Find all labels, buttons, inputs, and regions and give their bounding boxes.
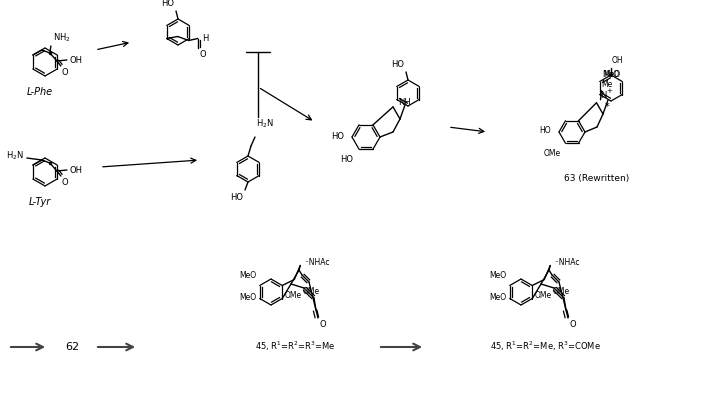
Text: MeO: MeO [602, 70, 619, 78]
Text: MeO: MeO [604, 70, 621, 78]
Text: MeO: MeO [239, 271, 257, 281]
Text: MeO: MeO [490, 271, 507, 281]
Text: OMe: OMe [285, 291, 302, 299]
Text: H$_2$N: H$_2$N [6, 150, 24, 162]
Text: MeO: MeO [490, 293, 507, 302]
Text: HO: HO [331, 131, 344, 141]
Text: OH: OH [70, 55, 83, 65]
Text: MeO: MeO [239, 293, 257, 302]
Text: OH: OH [612, 56, 624, 65]
Text: 62: 62 [65, 342, 79, 352]
Text: HO: HO [391, 60, 404, 69]
Text: 63 (Rewritten): 63 (Rewritten) [564, 174, 630, 183]
Text: O: O [62, 178, 69, 187]
Text: HO: HO [230, 193, 243, 202]
Text: H: H [201, 34, 208, 43]
Text: L-Phe: L-Phe [27, 87, 53, 97]
Text: OMe: OMe [303, 287, 320, 296]
Text: Me: Me [602, 80, 613, 89]
Text: N: N [601, 91, 607, 100]
Text: HO: HO [161, 0, 174, 8]
Text: *: * [605, 102, 609, 112]
Text: O: O [200, 50, 206, 58]
Text: NH$_2$: NH$_2$ [53, 32, 70, 44]
Text: ··NHAc: ··NHAc [304, 258, 330, 267]
Text: L-Tyr: L-Tyr [29, 197, 51, 207]
Text: OMe: OMe [543, 149, 561, 158]
Text: OMe: OMe [535, 291, 552, 299]
Text: 45, R$^1$=R$^2$=Me, R$^3$=COMe: 45, R$^1$=R$^2$=Me, R$^3$=COMe [490, 340, 600, 353]
Text: 45, R$^1$=R$^2$=R$^3$=Me: 45, R$^1$=R$^2$=R$^3$=Me [255, 340, 336, 353]
Text: O: O [319, 320, 326, 329]
Text: ··NHAc: ··NHAc [554, 258, 580, 267]
Text: +: + [607, 88, 612, 94]
Text: HO: HO [539, 126, 551, 135]
Text: NH: NH [398, 98, 411, 107]
Text: OH: OH [70, 166, 83, 174]
Text: H$_2$N: H$_2$N [256, 118, 274, 130]
Text: HO: HO [340, 155, 353, 164]
Text: OMe: OMe [552, 287, 569, 296]
Text: O: O [569, 320, 576, 329]
Text: O: O [62, 68, 69, 77]
